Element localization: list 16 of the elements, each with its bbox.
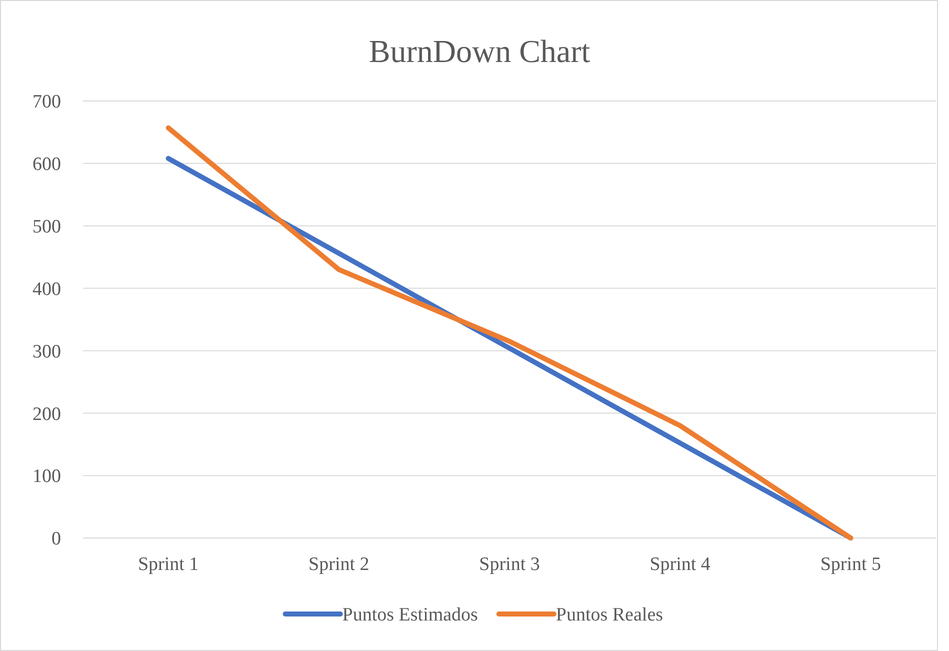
y-tick-label: 100 (32, 466, 61, 488)
y-tick-label: 500 (32, 216, 61, 238)
y-tick-label: 400 (32, 278, 61, 300)
chart-title: BurnDown Chart (368, 33, 590, 69)
x-tick-label: Sprint 5 (820, 554, 882, 575)
y-tick-label: 300 (32, 341, 61, 362)
legend-label: Puntos Reales (556, 604, 664, 626)
y-tick-label: 200 (32, 404, 61, 425)
x-tick-label: Sprint 1 (138, 554, 199, 575)
y-tick-label: 0 (52, 528, 61, 550)
x-tick-label: Sprint 3 (479, 554, 540, 575)
x-tick-label: Sprint 2 (308, 554, 370, 575)
y-tick-label: 700 (32, 92, 61, 113)
legend-label: Puntos Estimados (342, 604, 478, 626)
y-tick-label: 600 (32, 154, 61, 176)
x-tick-label: Sprint 4 (650, 554, 711, 575)
